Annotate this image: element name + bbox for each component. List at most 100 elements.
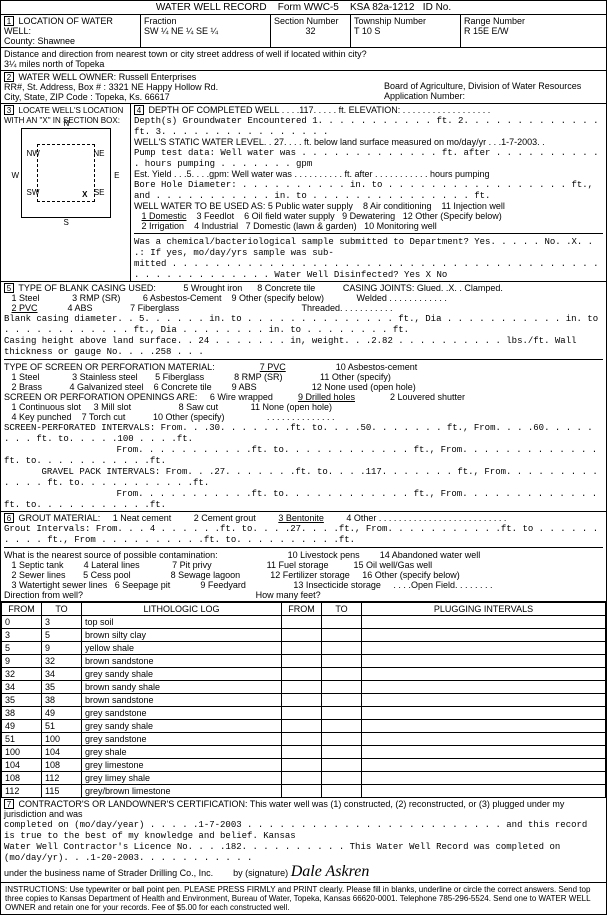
distance: 3¼ miles north of Topeka [4, 59, 104, 69]
ci-11: 11 Fuel storage [267, 560, 329, 570]
owner: Russell Enterprises [119, 72, 197, 82]
range-label: Range Number [464, 16, 525, 26]
dir-e: E [114, 171, 119, 180]
log-cell: grey shale [82, 746, 282, 759]
county: Shawnee [38, 36, 76, 46]
mitted: mitted . . . . . . . . . . . . . . . . .… [134, 259, 598, 280]
section-num-5: 5 [4, 283, 14, 293]
log-cell: grey sandstone [82, 733, 282, 746]
log-cell [362, 720, 606, 733]
direction: Direction from well? [4, 590, 83, 600]
log-cell [282, 629, 322, 642]
ci-10: 10 Livestock pens [288, 550, 360, 560]
threaded: Threaded. . . . . . . . . . . [302, 303, 393, 313]
casing-height: Casing height above land surface. . 24 .… [4, 336, 577, 357]
app-label: Application Number: [384, 91, 465, 101]
log-cell: 49 [2, 720, 42, 733]
log-cell [282, 759, 322, 772]
log-cell: 49 [42, 707, 82, 720]
log-cell [282, 733, 322, 746]
ct-9: 9 Other (specify below) [231, 293, 324, 303]
op-11: 2 Louvered shutter [390, 392, 465, 402]
ksa-ref: KSA 82a-1212 [350, 2, 415, 13]
ct-4: 4 ABS [68, 303, 93, 313]
dir-n: N [64, 119, 70, 128]
log-cell [282, 772, 322, 785]
log-cell: grey limey shale [82, 772, 282, 785]
op-9: 11 None (open hole) [251, 402, 332, 412]
range: R 15E E/W [464, 26, 509, 36]
section-num-1: 1 [4, 16, 14, 26]
log-cell: 35 [42, 681, 82, 694]
dir-ne: NE [93, 149, 104, 158]
log-cell [322, 642, 362, 655]
op-2: 4 Key punched [12, 412, 72, 422]
log-cell [362, 629, 606, 642]
ct-7: 7 Fiberglass [130, 303, 179, 313]
log-cell [362, 759, 606, 772]
blank-diameter: Blank casing diameter. . 5. . . . . . in… [4, 314, 598, 335]
x-mark: X [82, 190, 87, 199]
log-cell: 104 [42, 746, 82, 759]
log-cell [362, 707, 606, 720]
log-cell [322, 655, 362, 668]
log-cell [282, 681, 322, 694]
township: T 10 S [354, 26, 380, 36]
open-field: Open Field [411, 580, 455, 590]
log-cell [362, 681, 606, 694]
static-suffix: ft. below land surface measured on mo/da… [304, 137, 486, 147]
log-row: 3435brown sandy shale [2, 681, 606, 694]
log-cell: 38 [42, 694, 82, 707]
st-9: 9 ABS [232, 382, 257, 392]
st-3: 3 Stainless steel [72, 372, 138, 382]
log-cell [322, 668, 362, 681]
company: Strader Drilling Co., Inc. [118, 868, 214, 878]
dir-w: W [12, 171, 20, 180]
openings-title: SCREEN OR PERFORATION OPENINGS ARE: [4, 392, 197, 402]
log-cell: 115 [42, 785, 82, 798]
log-cell: top soil [82, 616, 282, 629]
hdr-to2: TO [322, 603, 362, 616]
log-cell: 112 [42, 772, 82, 785]
log-cell: 51 [2, 733, 42, 746]
hdr-from1: FROM [2, 603, 42, 616]
cert: CONTRACTOR'S OR LANDOWNER'S CERTIFICATIO… [4, 799, 564, 819]
log-cell [362, 668, 606, 681]
hdr-plug: PLUGGING INTERVALS [362, 603, 606, 616]
section6-row: 6 GROUT MATERIAL: 1 Neat cement 2 Cement… [1, 512, 606, 602]
log-cell: 9 [42, 642, 82, 655]
gm-2: 2 Cement grout [194, 513, 256, 523]
log-cell: 0 [2, 616, 42, 629]
log-cell [282, 642, 322, 655]
dir-s: S [64, 218, 69, 227]
st-12: 12 None used (open hole) [312, 382, 416, 392]
form-container: WATER WELL RECORD Form WWC-5 KSA 82a-121… [0, 0, 607, 915]
use-7: 7 Domestic (lawn & garden) [246, 221, 357, 231]
log-cell [282, 720, 322, 733]
log-cell: 108 [42, 759, 82, 772]
gm-3: 3 Bentonite [278, 513, 324, 523]
est-yield-label: Est. Yield [134, 169, 172, 179]
log-row: 3849grey sandstone [2, 707, 606, 720]
header-row: WATER WELL RECORD Form WWC-5 KSA 82a-121… [1, 1, 606, 15]
log-cell: grey sandy shale [82, 720, 282, 733]
static-date: 1-7-2003 [501, 137, 537, 147]
use-label: WELL WATER TO BE USED AS: [134, 201, 265, 211]
distance-row: Distance and direction from nearest town… [1, 48, 606, 71]
log-cell: grey limestone [82, 759, 282, 772]
fraction: SW ¼ NE ¼ SE ¼ [144, 26, 218, 36]
log-cell: 104 [2, 759, 42, 772]
log-row: 112115grey/brown limestone [2, 785, 606, 798]
business: under the business name of [4, 868, 115, 878]
log-cell: 34 [2, 681, 42, 694]
location-diagram: N S E W NW NE SW SE X [21, 128, 111, 218]
ci-16: 16 Other (specify below) [362, 570, 460, 580]
log-cell: brown sandy shale [82, 681, 282, 694]
address: 3321 NE Happy Hollow Rd. [109, 82, 219, 92]
use-12: 12 Other (Specify below) [403, 211, 502, 221]
section-num-3: 3 [4, 105, 14, 115]
log-cell [282, 668, 322, 681]
log-cell [282, 785, 322, 798]
log-cell [322, 616, 362, 629]
welded: Welded . . . . . . . . . . . . [357, 293, 447, 303]
